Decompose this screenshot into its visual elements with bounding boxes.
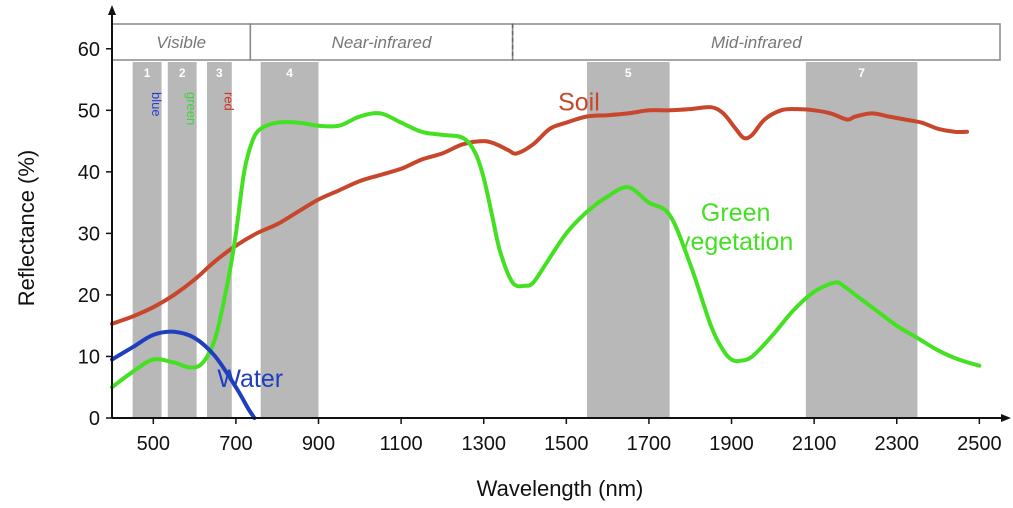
x-tick-label: 2500: [957, 433, 1002, 455]
y-tick-label: 10: [78, 346, 100, 368]
series-label-green-vegetation: Green vegetation: [678, 199, 793, 256]
sensor-bands: 1 2 3 4 5 7: [132, 62, 918, 418]
x-tick-label: 500: [137, 433, 170, 455]
y-tick-label: 40: [78, 162, 100, 184]
band-label: 1: [144, 66, 151, 80]
x-tick-label: 1900: [709, 433, 754, 455]
band-label: 7: [858, 66, 865, 80]
axes: [108, 5, 1011, 422]
series-labels: Soil Green vegetation Water: [217, 88, 793, 393]
band-5: [586, 62, 670, 418]
series-lines: [110, 105, 982, 420]
region-label: Mid-infrared: [711, 33, 802, 52]
series-line-water: [110, 329, 257, 420]
y-axis-title: Reflectance (%): [14, 150, 39, 307]
y-tick-label: 0: [89, 408, 100, 430]
series-label-water: Water: [217, 365, 283, 393]
region-label: Visible: [156, 33, 206, 52]
y-tick-label: 50: [78, 100, 100, 122]
band-label: 4: [286, 66, 293, 80]
x-tick-label: 1500: [544, 433, 589, 455]
band-label: 3: [216, 66, 223, 80]
x-axis-title: Wavelength (nm): [477, 476, 644, 501]
region-box-near-infrared: [249, 23, 514, 61]
band-7: [805, 62, 918, 418]
band-color-labels: blue green red: [149, 92, 236, 125]
x-tick-label: 700: [219, 433, 252, 455]
band-label: 2: [179, 66, 186, 80]
band-label: 5: [625, 66, 632, 80]
band-color-label-blue: blue: [149, 92, 164, 117]
band-color-label-red: red: [221, 92, 236, 111]
y-tick-label: 30: [78, 223, 100, 245]
series-label-soil: Soil: [558, 88, 600, 116]
region-box-mid-infrared: [511, 23, 1001, 61]
band-2: [167, 62, 197, 418]
x-tick-label: 2300: [874, 433, 919, 455]
x-tick-label: 1300: [461, 433, 506, 455]
band-color-label-green: green: [184, 92, 199, 125]
tick-labels: 500 700 900 1100 1300 1500 1700 1900 2100 2300 250…: [78, 39, 1002, 455]
series-line-soil: [110, 105, 969, 326]
x-tick-label: 1700: [627, 433, 672, 455]
spectral-regions: Visible Near-infrared Mid-infrared: [111, 23, 1001, 61]
series-line-green-vegetation: [110, 111, 982, 390]
region-label: Near-infrared: [332, 33, 432, 52]
y-tick-label: 60: [78, 39, 100, 61]
x-tick-label: 900: [302, 433, 335, 455]
x-tick-label: 2100: [792, 433, 837, 455]
x-tick-label: 1100: [380, 433, 423, 455]
y-tick-label: 20: [78, 285, 100, 307]
